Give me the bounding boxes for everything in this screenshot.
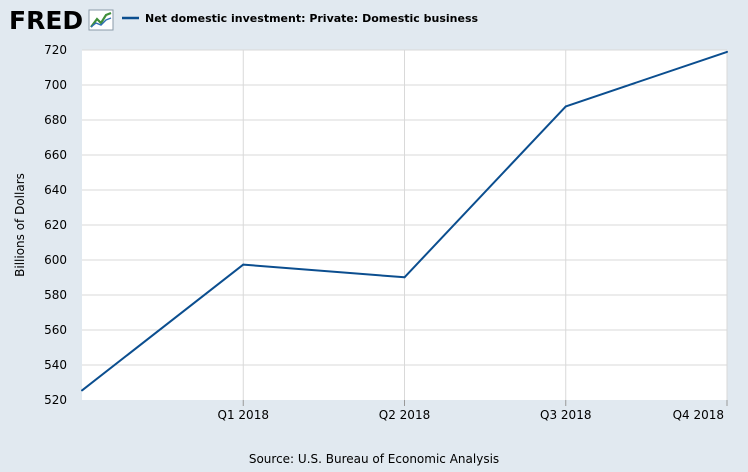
x-tick-label: Q4 2018	[673, 408, 724, 422]
y-tick-label: 540	[44, 358, 67, 372]
y-tick-label: 560	[44, 323, 67, 337]
series-point	[242, 263, 245, 266]
y-tick-label: 660	[44, 148, 67, 162]
y-tick-label: 620	[44, 218, 67, 232]
gridlines	[82, 49, 728, 400]
source-note: Source: U.S. Bureau of Economic Analysis	[249, 452, 499, 466]
series-point	[403, 276, 406, 279]
y-tick-label: 520	[44, 393, 67, 407]
series	[81, 50, 728, 392]
series-point	[726, 50, 728, 53]
y-tick-label: 640	[44, 183, 67, 197]
y-tick-label: 580	[44, 288, 67, 302]
y-axis-ticks: 520 540 560 580 600 620 640 660 680 700 720	[44, 43, 67, 407]
legend-label: Net domestic investment: Private: Domest…	[145, 12, 479, 25]
fred-logo-graph-icon	[88, 9, 114, 31]
series-point	[81, 389, 83, 392]
y-tick-label: 700	[44, 78, 67, 92]
x-axis-ticks: Q1 2018 Q2 2018 Q3 2018 Q4 2018	[218, 400, 728, 422]
x-tick-label: Q2 2018	[379, 408, 430, 422]
fred-logo: FRED	[9, 6, 114, 35]
x-tick-label: Q3 2018	[540, 408, 591, 422]
x-tick-label: Q1 2018	[218, 408, 269, 422]
y-tick-label: 680	[44, 113, 67, 127]
legend: Net domestic investment: Private: Domest…	[122, 12, 479, 25]
fred-logo-text: FRED	[9, 6, 83, 35]
y-axis-label: Billions of Dollars	[13, 173, 27, 277]
series-point	[564, 105, 567, 108]
y-tick-label: 600	[44, 253, 67, 267]
y-tick-label: 720	[44, 43, 67, 57]
